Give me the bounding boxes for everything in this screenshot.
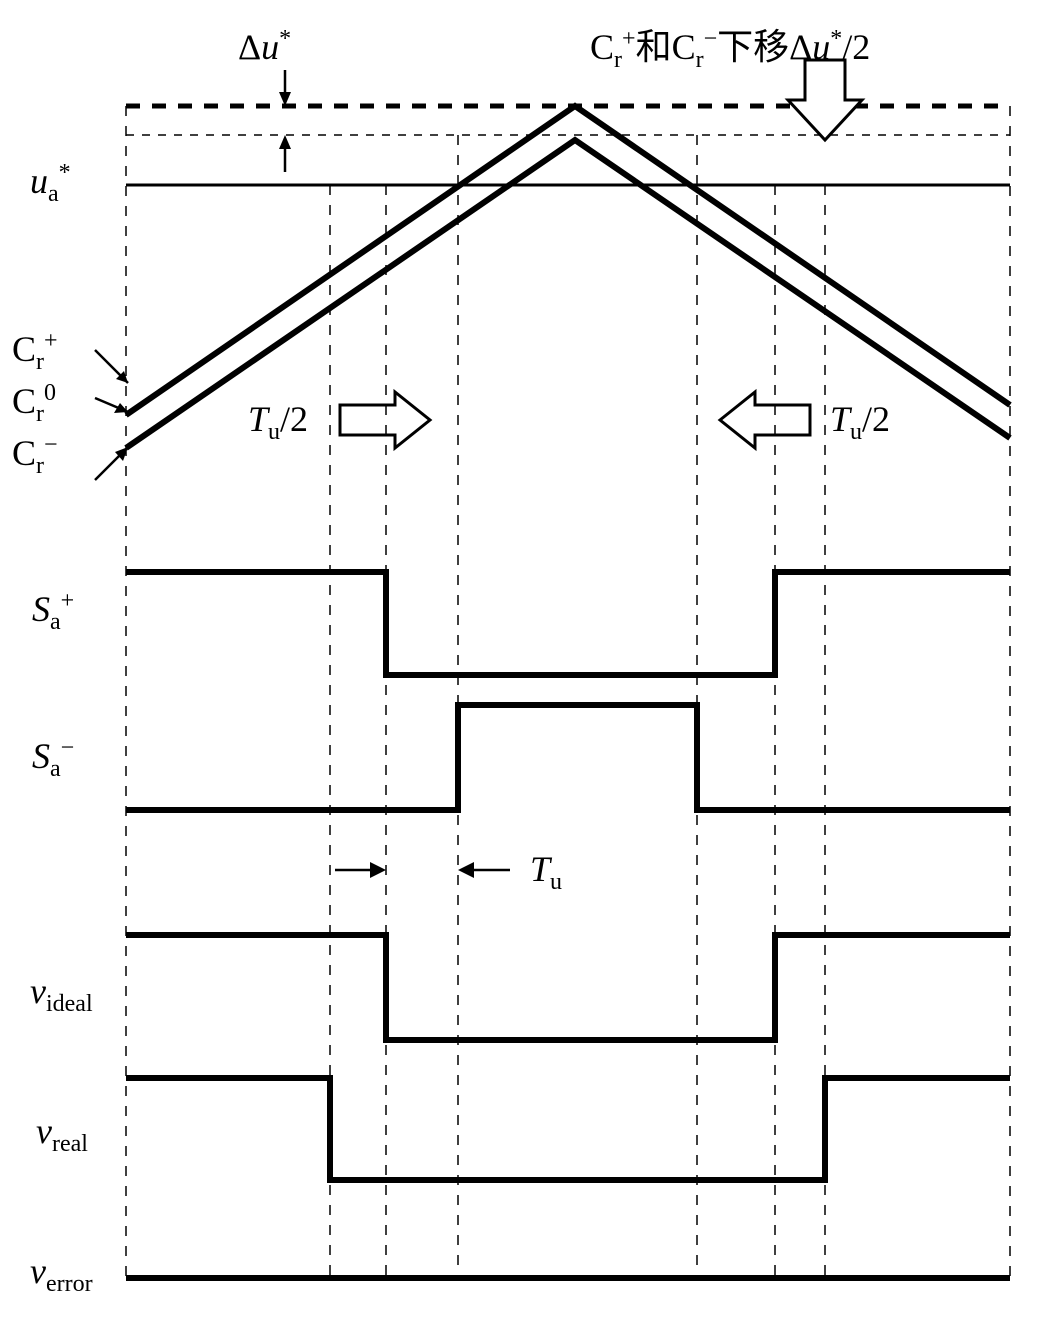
tu-half-arrow-left	[340, 392, 430, 448]
sa-minus-wave	[126, 705, 1010, 810]
diagram-svg	[0, 0, 1038, 1323]
tu-half-left-label: Tu/2	[248, 398, 308, 446]
pwm-diagram	[0, 0, 1038, 1323]
ua-star-label: ua*	[30, 160, 71, 208]
cr-plus-label: Cr+	[12, 328, 58, 376]
v-real-wave	[126, 1078, 1010, 1180]
v-real-label: vreal	[36, 1110, 88, 1158]
cr-zero-arrow	[95, 398, 128, 413]
sa-minus-label: Sa−	[32, 735, 74, 783]
cr-minus-arrow	[95, 447, 128, 480]
v-error-label: verror	[30, 1250, 93, 1298]
cr-zero-label: Cr0	[12, 380, 56, 428]
v-ideal-label: videal	[30, 970, 93, 1018]
tu-half-arrow-right	[720, 392, 810, 448]
sa-plus-wave	[126, 572, 1010, 675]
cr-minus-label: Cr−	[12, 432, 58, 480]
shift-text-label: Cr+和Cr−下移Δu*/2	[590, 18, 870, 74]
delta-u-arrows	[279, 70, 291, 172]
delta-u-label: Δu*	[238, 26, 291, 68]
cr-plus-arrow	[95, 350, 128, 383]
tu-half-right-label: Tu/2	[830, 398, 890, 446]
v-ideal-wave	[126, 935, 1010, 1040]
tu-marker	[335, 862, 510, 878]
carrier-cr0	[126, 106, 1010, 415]
tu-label: Tu	[530, 848, 562, 896]
sa-plus-label: Sa+	[32, 588, 74, 636]
